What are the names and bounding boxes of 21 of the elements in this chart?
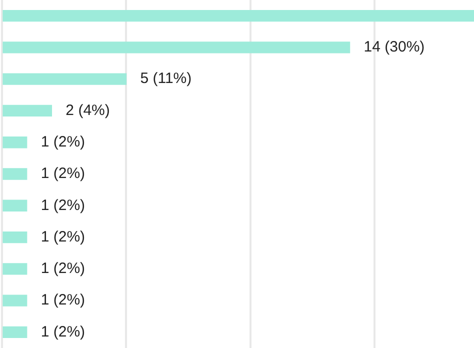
bar bbox=[2, 42, 350, 54]
data-label: 14 (30%) bbox=[364, 38, 425, 56]
data-label: 1 (2%) bbox=[40, 292, 86, 309]
data-label: 1 (2%) bbox=[40, 323, 86, 340]
data-label: 1 (2%) bbox=[40, 134, 86, 151]
bar bbox=[2, 168, 28, 180]
bar bbox=[2, 10, 474, 22]
data-label: 1 (2%) bbox=[40, 228, 86, 246]
data-label: 1 (2%) bbox=[40, 196, 86, 214]
bar bbox=[2, 231, 28, 244]
bar bbox=[2, 294, 28, 306]
data-label: 1 (2%) bbox=[40, 165, 86, 182]
bar bbox=[2, 136, 28, 148]
data-label: 5 (11%) bbox=[140, 70, 192, 88]
bar bbox=[2, 326, 28, 338]
bar bbox=[2, 263, 28, 275]
data-label: 1 (2%) bbox=[40, 260, 86, 278]
bar bbox=[2, 104, 52, 117]
bar bbox=[2, 200, 28, 212]
bar bbox=[2, 73, 127, 85]
data-label: 2 (4%) bbox=[66, 102, 110, 119]
